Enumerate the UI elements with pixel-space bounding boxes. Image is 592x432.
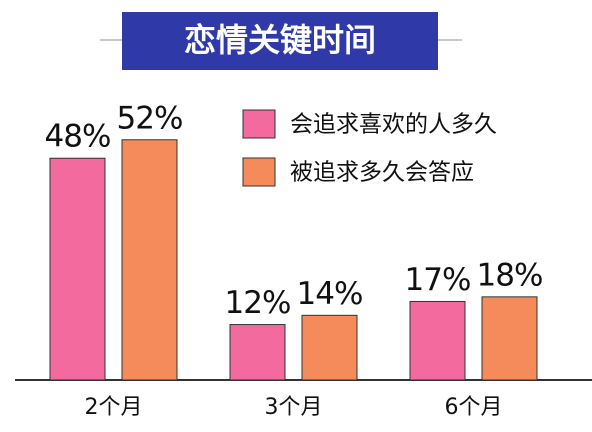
bar <box>481 296 538 381</box>
legend-swatch <box>242 157 276 187</box>
bar <box>409 300 466 381</box>
x-tick-label: 2个月 <box>85 395 143 420</box>
legend-label: 会追求喜欢的人多久 <box>290 112 497 138</box>
legend-label: 被追求多久会答应 <box>290 160 474 186</box>
value-label: 52% <box>117 100 183 136</box>
value-label: 48% <box>45 119 111 155</box>
bar <box>121 139 178 381</box>
legend-swatch <box>242 109 276 139</box>
value-label: 12% <box>225 285 291 321</box>
value-label: 14% <box>297 276 363 312</box>
chart-title: 恋情关键时间 <box>184 21 376 59</box>
value-label: 17% <box>405 262 471 298</box>
x-tick-label: 3个月 <box>265 395 323 420</box>
value-label: 18% <box>477 257 543 293</box>
bar <box>229 324 286 381</box>
x-tick-label: 6个月 <box>445 395 503 420</box>
title-box <box>122 12 438 70</box>
bar <box>49 157 106 381</box>
bar <box>301 314 358 381</box>
